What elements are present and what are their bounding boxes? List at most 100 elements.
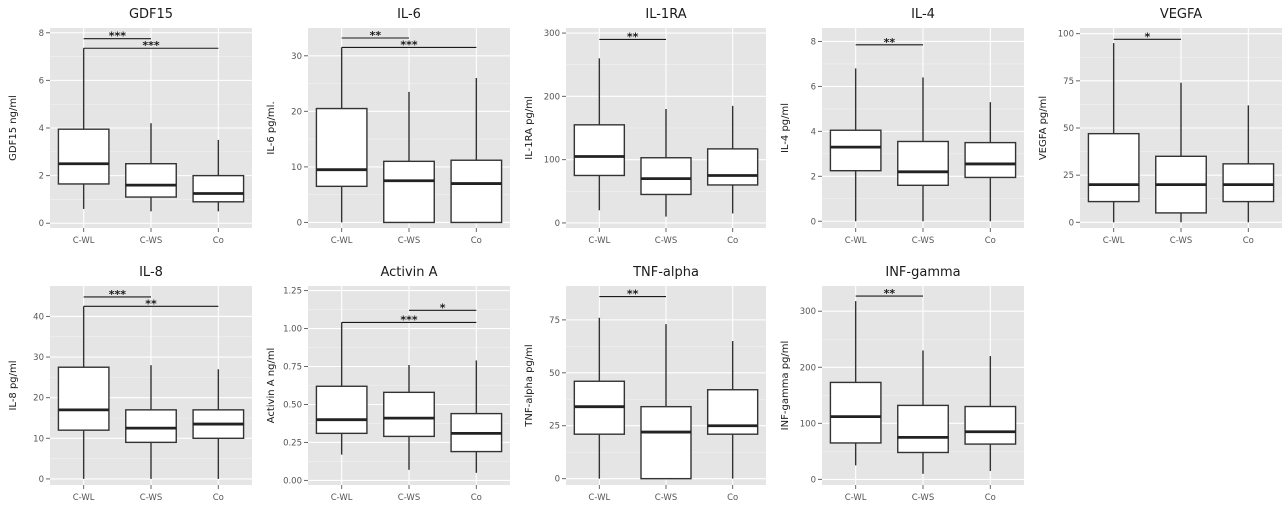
y-tick-label: 25 [1063, 171, 1074, 181]
box [640, 157, 692, 196]
significance-label: * [440, 301, 446, 314]
x-tick-label: Co [471, 236, 482, 246]
y-tick-label: 20 [33, 394, 44, 404]
panel-title: IL-6 [397, 7, 421, 22]
panel-tnf-alpha: 0 25 50 75 C-WL C-WS Co ** TNF-alpha TNF-alpha pg… [524, 265, 766, 503]
panel-activin-a: 0.000.250.500.751.001.25C-WL C-WS Co****Ac… [266, 265, 510, 503]
y-tick-label: 0.50 [283, 400, 302, 410]
box [315, 107, 368, 188]
x-tick-label: C-WL [331, 236, 353, 246]
y-tick-label: 200 [544, 92, 560, 102]
y-tick-label: 0 [555, 475, 560, 485]
y-tick-label: 30 [291, 52, 302, 62]
y-tick-label: 0 [811, 475, 816, 485]
x-tick-label: C-WL [588, 236, 610, 246]
y-axis-label: IL-6 pg/ml. [266, 101, 277, 154]
y-tick-label: 0.00 [283, 476, 302, 486]
x-tick-label: C-WL [845, 236, 867, 246]
x-tick-label: C-WS [912, 493, 934, 503]
x-tick-label: Co [213, 493, 224, 503]
y-axis-label: IL-4 pg/ml [780, 103, 791, 153]
box [1087, 132, 1140, 203]
y-tick-label: 10 [291, 163, 302, 173]
box [1222, 163, 1275, 203]
panel-title: IL-8 [139, 265, 163, 280]
y-tick-label: 1.00 [283, 325, 302, 335]
panel-vegfa: 0 25 50 75 100 C-WL C-WS Co * VEGFA VEGFA pg/ml [1038, 7, 1282, 246]
panel-title: INF-gamma [885, 265, 960, 280]
y-tick-label: 75 [1063, 77, 1074, 87]
y-tick-label: 4 [811, 127, 816, 137]
y-tick-label: 2 [39, 172, 44, 182]
panel-title: IL-1RA [645, 7, 686, 22]
x-tick-label: C-WL [73, 236, 95, 246]
y-tick-label: 50 [549, 369, 560, 379]
y-axis-label: INF-gamma pg/ml [780, 341, 791, 431]
box [57, 366, 110, 431]
y-tick-label: 50 [1063, 124, 1074, 134]
significance-label: ** [884, 287, 896, 300]
significance-label: *** [109, 288, 127, 301]
y-tick-label: 25 [549, 422, 560, 432]
y-axis-label: IL-8 pg/ml [8, 360, 19, 410]
significance-label: ** [370, 29, 382, 42]
box [383, 160, 435, 224]
y-tick-label: 300 [800, 307, 816, 317]
x-tick-label: Co [1243, 236, 1254, 246]
y-tick-label: 200 [800, 363, 816, 373]
x-tick-label: C-WL [845, 493, 867, 503]
y-tick-label: 40 [33, 312, 44, 322]
box [57, 128, 110, 185]
x-tick-label: C-WS [140, 236, 162, 246]
box [573, 124, 626, 177]
box [125, 409, 177, 444]
x-tick-label: C-WL [1103, 236, 1125, 246]
x-tick-label: Co [471, 493, 482, 503]
x-tick-label: Co [985, 236, 996, 246]
y-tick-label: 1.25 [283, 287, 302, 297]
y-tick-label: 0 [555, 219, 560, 229]
box [897, 404, 949, 454]
y-tick-label: 0 [811, 217, 816, 227]
box [964, 141, 1017, 179]
y-axis-label: GDF15 ng/ml [8, 95, 19, 161]
x-tick-label: C-WL [73, 493, 95, 503]
box [192, 174, 245, 203]
y-tick-label: 8 [811, 37, 816, 47]
significance-label: * [1144, 30, 1150, 43]
panel-title: TNF-alpha [632, 265, 699, 280]
significance-label: *** [400, 38, 418, 51]
y-tick-label: 0 [39, 475, 44, 485]
box [706, 148, 759, 186]
y-axis-label: VEGFA pg/ml [1038, 96, 1049, 160]
box [829, 381, 882, 444]
y-tick-label: 20 [291, 107, 302, 117]
box [125, 163, 177, 198]
panel-title: VEGFA [1160, 7, 1202, 22]
y-tick-label: 100 [1058, 30, 1074, 40]
panel-il1ra: 0 100 200 300 C-WL C-WS Co ** IL-1RA IL-1RA pg/ml [524, 7, 766, 246]
y-tick-label: 4 [39, 124, 44, 134]
y-tick-label: 0 [297, 218, 302, 228]
x-tick-label: C-WS [912, 236, 934, 246]
box [829, 129, 882, 172]
box [450, 159, 503, 224]
significance-label: *** [400, 313, 418, 326]
y-tick-label: 75 [549, 316, 560, 326]
y-axis-label: TNF-alpha pg/ml [524, 344, 535, 427]
box [383, 391, 435, 438]
y-tick-label: 0.25 [283, 438, 302, 448]
box [897, 140, 949, 187]
y-axis-label: Activin A ng/ml [266, 348, 277, 424]
x-tick-label: C-WS [140, 493, 162, 503]
significance-label: ** [884, 36, 896, 49]
panel-title: GDF15 [129, 7, 173, 22]
y-tick-label: 300 [544, 29, 560, 39]
x-tick-label: C-WS [1170, 236, 1192, 246]
x-tick-label: C-WS [655, 493, 677, 503]
y-tick-label: 100 [800, 419, 816, 429]
y-tick-label: 8 [39, 29, 44, 39]
